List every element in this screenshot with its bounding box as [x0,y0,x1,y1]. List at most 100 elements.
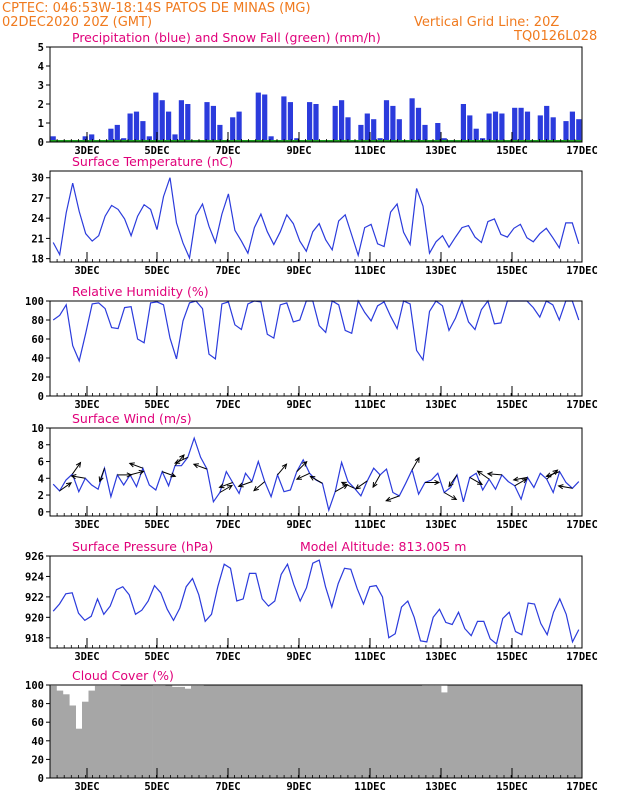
station-header: CPTEC: 046:53W-18:14S PATOS DE MINAS (MG… [2,1,311,16]
cloud-column [383,685,391,778]
precip-bar [345,117,351,142]
wind-arrow [71,462,81,475]
precip-bar [133,111,140,142]
precip-bar [358,124,364,142]
y-tick-label: 60 [31,717,44,729]
x-tick-label: 15DEC [496,265,528,277]
cloud-column [492,685,500,778]
precip-bar [415,107,422,142]
x-tick-label: 3DEC [74,145,99,157]
cloud-column [517,685,525,778]
cloud-column [165,685,173,778]
cloud-column [287,685,294,778]
precip-bar [268,136,274,142]
y-tick-label: 2 [38,490,44,502]
precip-bar [287,102,293,142]
model-code: TQ0126L028 [513,29,597,44]
y-tick-label: 3 [38,80,44,92]
wind-arrow [193,463,208,470]
cloud-column [133,685,141,778]
y-tick-label: 30 [31,173,44,185]
panel-title: Surface Pressure (hPa) [72,539,213,554]
precip-bar [153,92,159,142]
x-tick-label: 11DEC [354,399,386,411]
cloud-column [415,685,423,778]
x-tick-label: 13DEC [425,265,457,277]
panel-frame [49,427,583,517]
cloud-column [159,685,166,778]
x-tick-label: 9DEC [286,651,311,663]
precip-bar [492,111,499,142]
x-tick-label: 3DEC [74,781,99,793]
y-tick-label: 918 [25,633,44,645]
y-tick-label: 8 [38,440,44,452]
precip-bar [524,111,531,142]
series-line [52,559,580,645]
wind-arrowhead [309,475,316,481]
x-tick-label: 13DEC [425,781,457,793]
y-tick-label: 920 [25,612,44,624]
panel-frame [49,684,583,779]
x-tick-label: 17DEC [566,145,598,157]
x-tick-label: 17DEC [566,265,598,277]
wind-arrowhead [354,484,361,490]
cloud-column [171,686,179,778]
wind-arrow [513,476,528,481]
cloud-column [332,685,339,778]
wind-arrow [355,480,368,490]
precip-bar [435,123,441,142]
wind-arrowhead [192,463,199,469]
wind-arrow [238,481,253,487]
wind-arrow [174,454,185,467]
precip-bar [467,115,473,142]
wind-arrowhead [476,470,483,476]
cloud-column [152,685,160,778]
y-tick-label: 60 [31,334,44,346]
wind-arrowhead [218,483,225,489]
wind-arrowhead [476,480,484,485]
cloud-column [255,685,262,778]
precip-bar [537,115,543,142]
cloud-column [543,685,551,778]
cloud-column [306,685,314,778]
precip-bar [544,105,550,142]
precip-bar [108,128,114,142]
precip-bar [313,104,319,142]
cloud-column [235,685,243,778]
y-tick-label: 20 [31,372,44,384]
wind-arrow [59,482,72,492]
x-tick-label: 11DEC [354,145,386,157]
wind-panel: Surface Wind (m/s) 0 2 4 6 8 10 3DEC 5DEC 7DEC 9DE… [31,411,597,531]
x-tick-label: 5DEC [144,651,169,663]
cloud-column [242,685,250,778]
cloud-column [274,685,282,778]
x-tick-label: 13DEC [425,145,457,157]
precip-bar [262,94,268,142]
wind-arrowhead [521,478,528,484]
meteogram-panels: Precipitation (blue) and Snow Fall (gree… [25,30,598,793]
x-tick-label: 11DEC [354,265,386,277]
wind-arrowhead [372,482,378,489]
cloud-column [370,685,378,778]
precip-bar [332,105,338,142]
cloud-column [364,685,371,778]
y-tick-label: 100 [25,296,44,308]
cloud-column [556,685,564,778]
wind-arrow [334,484,348,493]
cloud-column [325,685,333,778]
precip-bar [383,100,390,142]
precip-bar [307,102,313,142]
wind-arrow [411,457,420,471]
wind-arrowhead [174,459,181,464]
cloud-column [56,690,64,778]
precip-bar [486,113,492,142]
cloud-column [126,685,134,778]
panel-frame [49,300,583,397]
wind-arrowhead [434,479,441,486]
precip-bar [409,98,415,142]
cloud-column [505,685,512,778]
x-tick-label: 15DEC [496,781,528,793]
y-tick-label: 40 [31,736,44,748]
cloud-column [562,685,570,778]
cloud-column [101,685,109,778]
